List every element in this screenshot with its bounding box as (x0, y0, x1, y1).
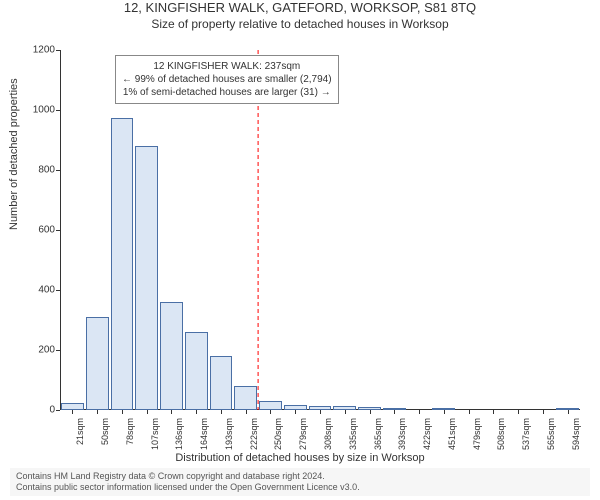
footer-attribution: Contains HM Land Registry data © Crown c… (10, 468, 590, 496)
annotation-line: 12 KINGFISHER WALK: 237sqm (122, 60, 332, 73)
xtick-mark (444, 410, 445, 414)
xtick-mark (320, 410, 321, 414)
annotation-box: 12 KINGFISHER WALK: 237sqm← 99% of detac… (115, 55, 339, 104)
xtick-label: 193sqm (224, 418, 234, 450)
bar (259, 401, 282, 410)
ytick-label: 400 (15, 285, 55, 296)
xtick-mark (469, 410, 470, 414)
xtick-mark (147, 410, 148, 414)
plot-area (60, 50, 580, 410)
footer-line-2: Contains public sector information licen… (16, 482, 584, 493)
ytick-label: 800 (15, 165, 55, 176)
xtick-mark (345, 410, 346, 414)
xtick-label: 565sqm (546, 418, 556, 450)
y-axis-line (60, 50, 61, 410)
xtick-label: 250sqm (273, 418, 283, 450)
ytick-mark (56, 410, 60, 411)
xtick-mark (196, 410, 197, 414)
ytick-label: 0 (15, 405, 55, 416)
ytick-label: 1200 (15, 45, 55, 56)
xtick-mark (370, 410, 371, 414)
xtick-mark (72, 410, 73, 414)
xtick-mark (246, 410, 247, 414)
bar (111, 118, 134, 411)
ytick-mark (56, 350, 60, 351)
xtick-label: 365sqm (373, 418, 383, 450)
ytick-mark (56, 230, 60, 231)
ytick-mark (56, 50, 60, 51)
xtick-label: 164sqm (199, 418, 209, 450)
xtick-label: 335sqm (348, 418, 358, 450)
xtick-label: 222sqm (249, 418, 259, 450)
bar (86, 317, 109, 410)
y-axis-label: Number of detached properties (8, 78, 20, 230)
xtick-mark (295, 410, 296, 414)
xtick-label: 508sqm (496, 418, 506, 450)
chart-area (60, 50, 580, 410)
page-subtitle: Size of property relative to detached ho… (0, 17, 600, 31)
xtick-mark (394, 410, 395, 414)
page-title: 12, KINGFISHER WALK, GATEFORD, WORKSOP, … (0, 0, 600, 15)
xtick-label: 479sqm (472, 418, 482, 450)
xtick-mark (543, 410, 544, 414)
xtick-label: 537sqm (521, 418, 531, 450)
bar (160, 302, 183, 410)
xtick-label: 50sqm (100, 418, 110, 445)
ytick-label: 200 (15, 345, 55, 356)
bar (210, 356, 233, 410)
ytick-mark (56, 110, 60, 111)
xtick-mark (419, 410, 420, 414)
bar (61, 403, 84, 411)
xtick-label: 594sqm (571, 418, 581, 450)
xtick-mark (221, 410, 222, 414)
xtick-label: 78sqm (125, 418, 135, 445)
ytick-label: 1000 (15, 105, 55, 116)
xtick-mark (568, 410, 569, 414)
annotation-line: 1% of semi-detached houses are larger (3… (122, 86, 332, 99)
x-axis-label: Distribution of detached houses by size … (0, 452, 600, 464)
xtick-mark (122, 410, 123, 414)
xtick-label: 107sqm (150, 418, 160, 450)
xtick-mark (270, 410, 271, 414)
ytick-mark (56, 170, 60, 171)
bar (185, 332, 208, 410)
xtick-mark (493, 410, 494, 414)
annotation-line: ← 99% of detached houses are smaller (2,… (122, 73, 332, 86)
xtick-mark (518, 410, 519, 414)
xtick-label: 136sqm (174, 418, 184, 450)
xtick-label: 393sqm (397, 418, 407, 450)
xtick-mark (97, 410, 98, 414)
bar (135, 146, 158, 410)
footer-line-1: Contains HM Land Registry data © Crown c… (16, 471, 584, 482)
xtick-label: 308sqm (323, 418, 333, 450)
xtick-label: 451sqm (447, 418, 457, 450)
ytick-mark (56, 290, 60, 291)
xtick-label: 279sqm (298, 418, 308, 450)
ytick-label: 600 (15, 225, 55, 236)
bar (234, 386, 257, 410)
xtick-mark (171, 410, 172, 414)
xtick-label: 422sqm (422, 418, 432, 450)
xtick-label: 21sqm (75, 418, 85, 445)
